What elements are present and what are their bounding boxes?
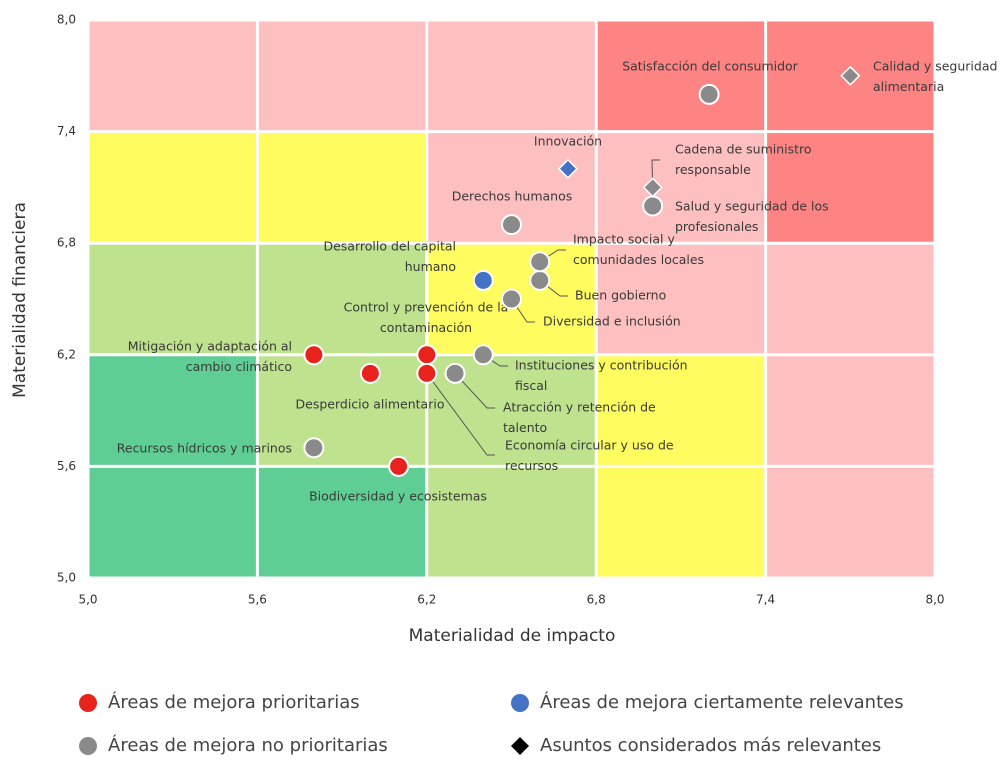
point-label: Impacto social y (573, 232, 675, 247)
point-label: recursos (505, 458, 558, 473)
zone (88, 20, 258, 132)
point (388, 455, 410, 477)
point (840, 65, 861, 86)
zone (257, 20, 427, 132)
point-label: profesionales (675, 219, 758, 234)
point (698, 83, 720, 105)
x-tick-label: 5,6 (248, 593, 267, 607)
y-tick-label: 8,0 (57, 13, 76, 27)
point (303, 437, 325, 459)
zone (765, 243, 935, 355)
point (529, 269, 551, 291)
zone (596, 243, 766, 355)
point-label: Satisfacción del consumidor (622, 59, 798, 74)
legend-marker (79, 737, 97, 755)
point-label: Mitigación y adaptación al (128, 339, 292, 354)
point-label: Control y prevención de la (344, 300, 509, 315)
legend-marker (511, 694, 529, 712)
point-label: Economía circular y uso de (505, 438, 674, 453)
point (359, 362, 381, 384)
zone (426, 20, 597, 132)
zone (257, 354, 427, 467)
leader-line (426, 373, 495, 456)
y-tick-label: 5,0 (57, 571, 76, 585)
point (529, 251, 551, 273)
point-label: talento (503, 420, 547, 435)
y-tick-label: 6,2 (57, 347, 76, 361)
point-label: Desperdicio alimentario (296, 397, 445, 412)
point (472, 344, 494, 366)
x-tick-label: 5,0 (78, 593, 97, 607)
zone (765, 466, 935, 578)
point-label: Calidad y seguridad (873, 59, 997, 74)
point-label: cambio climático (186, 359, 292, 374)
zone (88, 354, 258, 467)
point-label: Desarrollo del capital (323, 239, 456, 254)
leader-line (454, 373, 495, 409)
legend-label: Áreas de mejora prioritarias (108, 691, 360, 713)
point-label: alimentaria (873, 79, 944, 94)
point-label: Biodiversidad y ecosistemas (309, 489, 487, 504)
zone (257, 243, 427, 355)
point-label: fiscal (515, 378, 547, 393)
point-label: Recursos hídricos y marinos (117, 441, 292, 456)
legend-marker (511, 737, 529, 755)
point (642, 195, 664, 217)
zone (257, 466, 427, 578)
point-label: responsable (675, 162, 751, 177)
point (416, 344, 438, 366)
zone (596, 354, 766, 467)
zone (426, 466, 597, 578)
x-tick-label: 7,4 (756, 593, 775, 607)
legend-label: Asuntos considerados más relevantes (540, 735, 881, 756)
x-tick-label: 6,2 (417, 593, 436, 607)
point-label: Salud y seguridad de los (675, 199, 829, 214)
point (557, 158, 579, 179)
point-label: Innovación (534, 134, 602, 149)
point (416, 362, 438, 384)
zone (596, 20, 766, 132)
point-label: humano (405, 259, 456, 274)
zone (765, 354, 935, 467)
point-label: Instituciones y contribución (515, 358, 688, 373)
legend-label: Áreas de mejora ciertamente relevantes (540, 691, 904, 713)
zone (88, 243, 258, 355)
zone (596, 131, 766, 244)
x-tick-label: 8,0 (925, 593, 944, 607)
point (501, 288, 522, 310)
point-label: Cadena de suministro (675, 142, 812, 157)
point-label: Buen gobierno (575, 288, 666, 303)
y-tick-label: 5,6 (57, 459, 76, 473)
point (444, 362, 466, 384)
zone (257, 131, 427, 244)
y-tick-label: 6,8 (57, 236, 76, 250)
point-label: Atracción y retención de (503, 400, 656, 415)
zone (765, 131, 935, 244)
point (303, 344, 325, 366)
point (472, 269, 494, 291)
point-label: Diversidad e inclusión (543, 314, 681, 329)
x-tick-label: 6,8 (587, 593, 606, 607)
point (642, 177, 663, 198)
zone (88, 466, 258, 578)
point-label: comunidades locales (573, 252, 704, 267)
legend-label: Áreas de mejora no prioritarias (108, 734, 388, 756)
x-axis-title: Materialidad de impacto (409, 626, 616, 646)
point-label: Derechos humanos (452, 189, 573, 204)
y-tick-label: 7,4 (57, 124, 76, 138)
legend-marker (79, 694, 97, 712)
zone (596, 466, 766, 578)
point-label: contaminación (380, 320, 472, 335)
y-axis-title: Materialidad financiera (10, 202, 30, 398)
point (501, 214, 522, 236)
zone (88, 131, 258, 244)
